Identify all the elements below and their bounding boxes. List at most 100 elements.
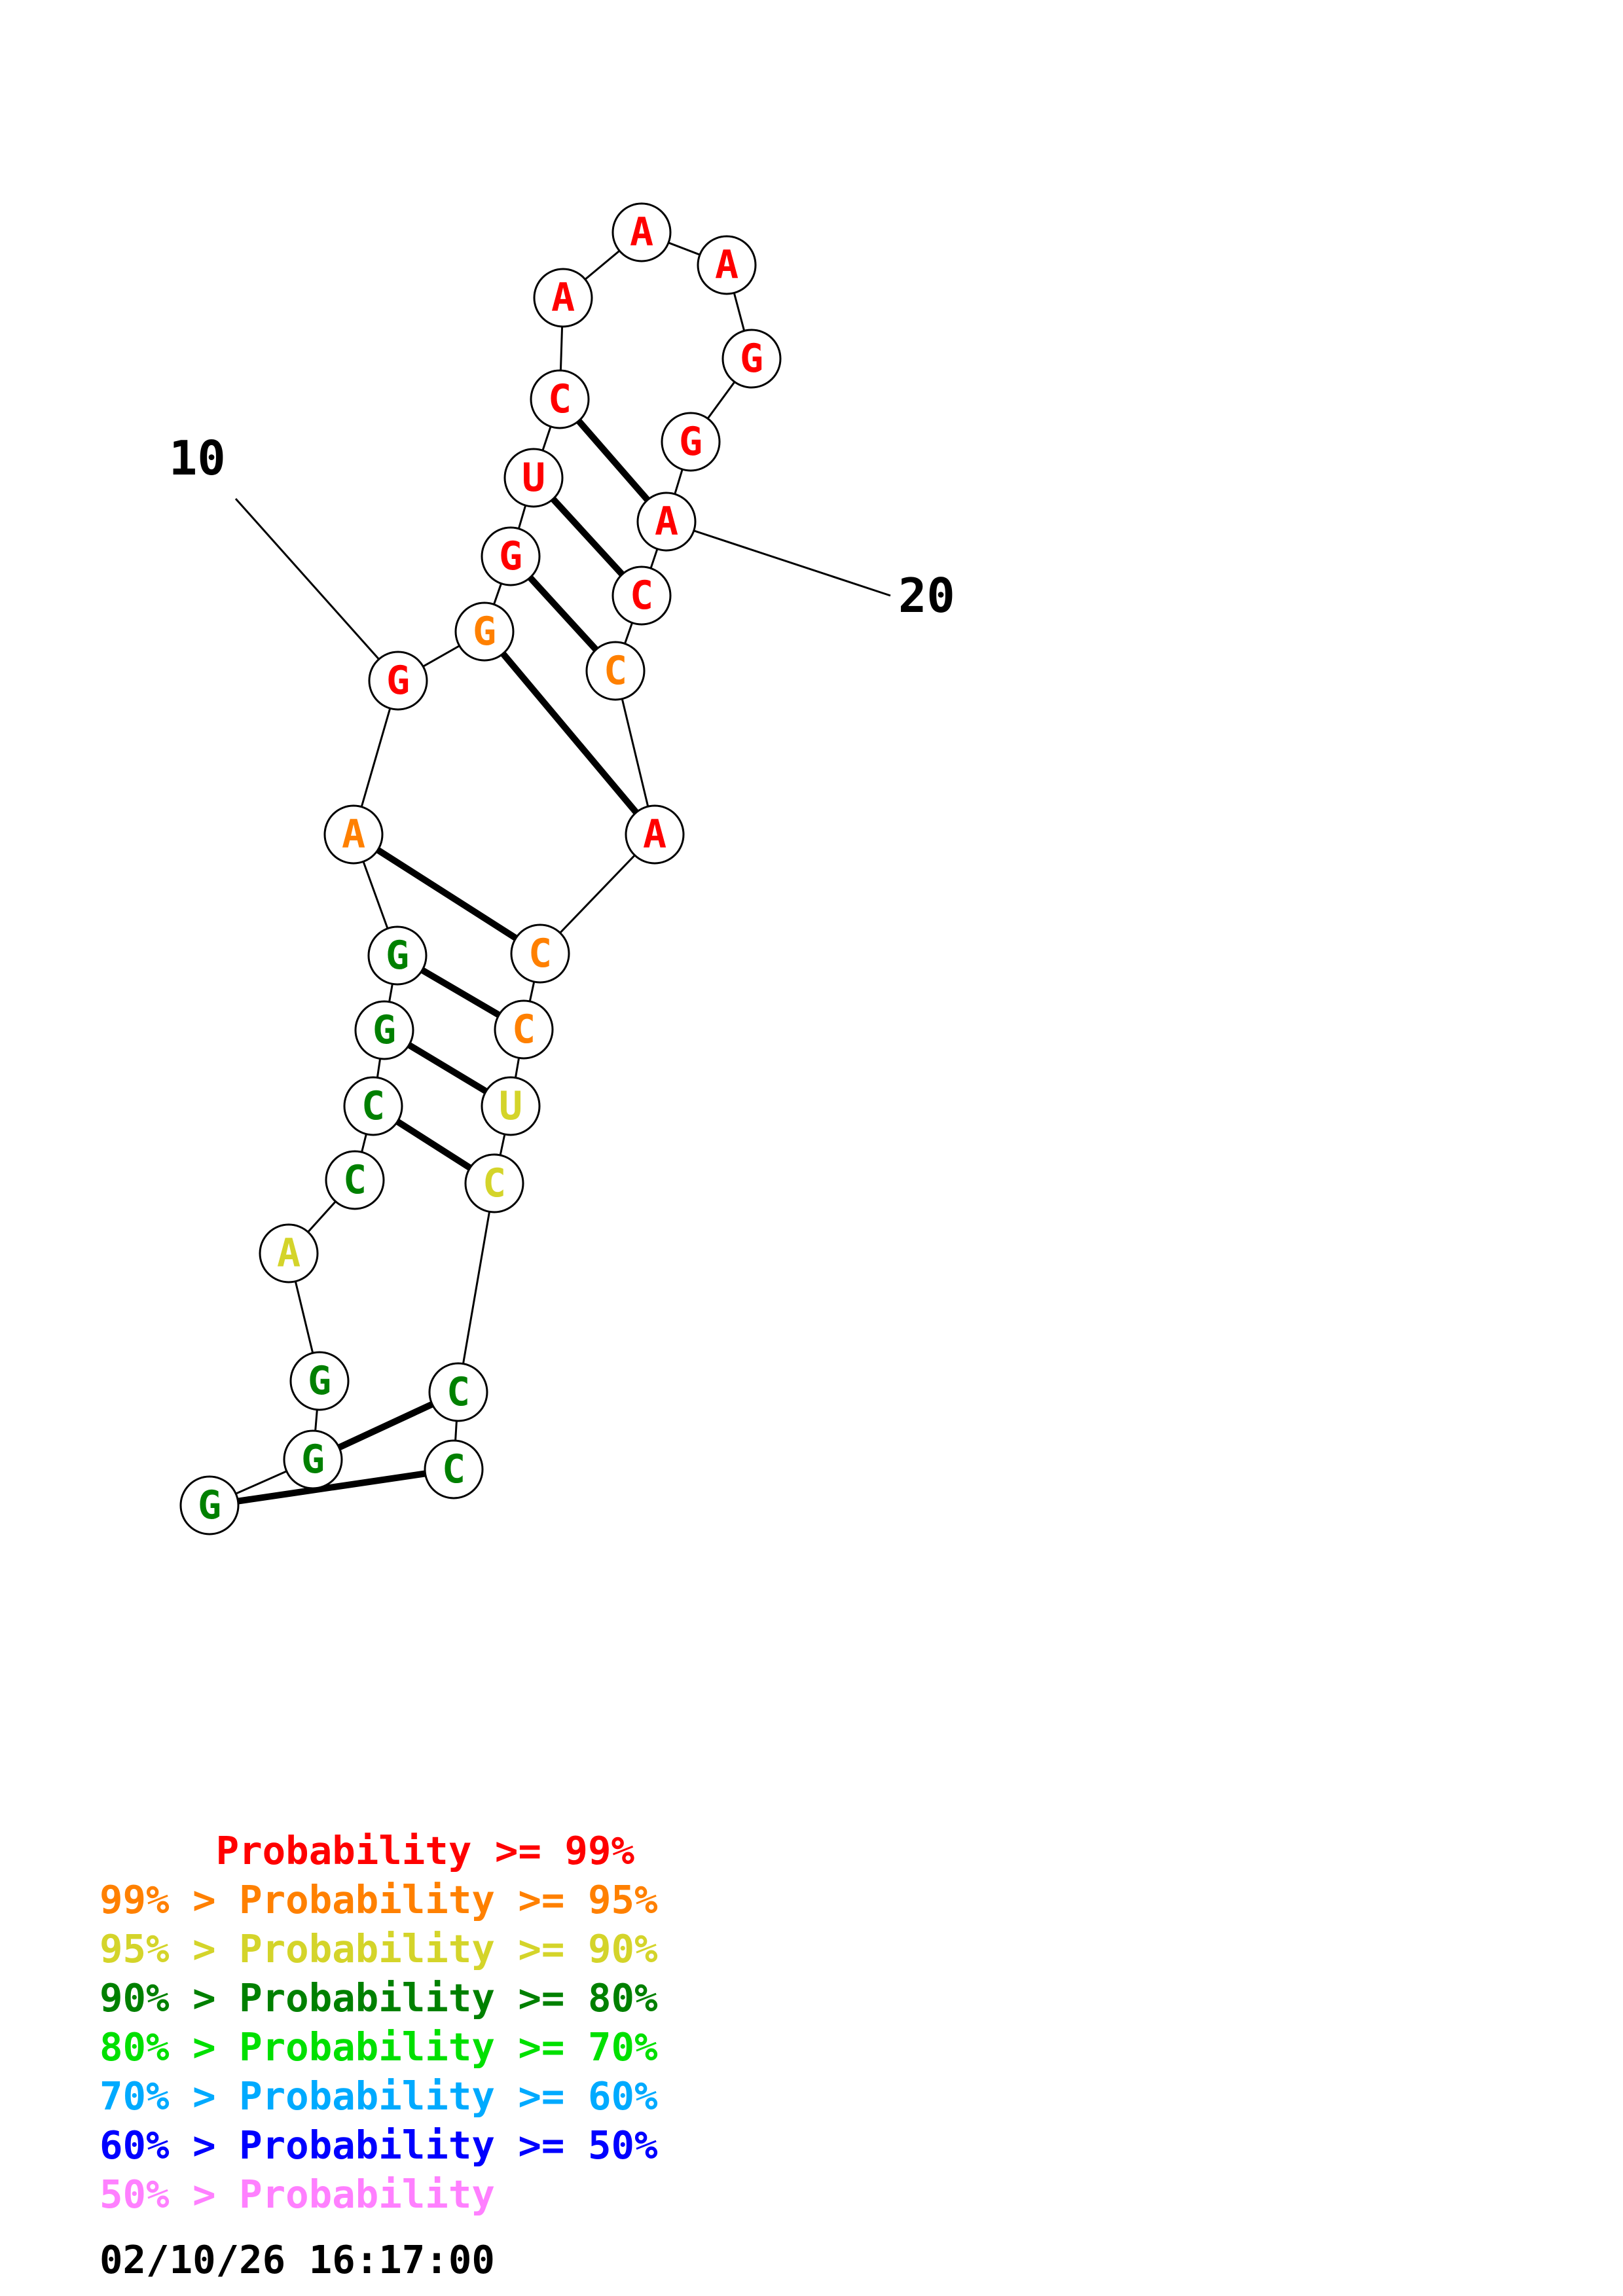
nucleotide-circle [367, 925, 428, 986]
nucleotide-circle [424, 1439, 484, 1499]
nucleotide-letter: C [343, 1157, 367, 1203]
nucleotide-circle [611, 202, 672, 262]
nucleotide: C [530, 369, 590, 429]
nucleotide-letter: G [386, 933, 409, 978]
nucleotide: G [481, 526, 541, 586]
nucleotide: A [611, 202, 672, 262]
number-leader-10 [234, 498, 399, 681]
nucleotide: C [510, 924, 570, 984]
nucleotide: G [354, 1000, 414, 1060]
nucleotide-letter: A [643, 812, 666, 857]
nucleotide-circle [428, 1362, 488, 1422]
nucleotide-letter: C [442, 1446, 465, 1492]
legend-entry: Probability >= 99% [100, 1828, 634, 1873]
nucleotide-letter: C [483, 1160, 506, 1206]
nucleotide: C [464, 1153, 524, 1213]
nucleotide-circle [323, 804, 384, 865]
nucleotide: C [343, 1076, 403, 1136]
nucleotide: G [289, 1351, 350, 1411]
nucleotide-circle [636, 492, 697, 552]
nucleotide: G [661, 412, 721, 472]
nucleotide: A [636, 492, 697, 552]
nucleotide-letter: G [386, 658, 410, 704]
number-leader-20 [666, 520, 891, 597]
nucleotide: G [454, 601, 515, 662]
nucleotide-circle [464, 1153, 524, 1213]
legend-entry: 80% > Probability >= 70% [100, 2024, 658, 2070]
nucleotide: G [367, 925, 428, 986]
nucleotide-letter: C [604, 648, 627, 694]
nucleotide: A [625, 804, 685, 865]
base-pair-bond [352, 831, 542, 957]
nucleotide-circle [481, 526, 541, 586]
nucleotide-circle [697, 235, 757, 295]
nucleotide-circle [494, 999, 554, 1060]
nucleotide: C [424, 1439, 484, 1499]
nucleotide: C [494, 999, 554, 1060]
nucleotide-circle [510, 924, 570, 984]
nucleotide-circle [259, 1223, 319, 1283]
position-label-10: 10 [169, 431, 226, 486]
nucleotide-letter: A [551, 275, 575, 321]
nucleotide-circle [530, 369, 590, 429]
nucleotide: A [323, 804, 384, 865]
base-pair-bond [209, 1466, 454, 1509]
legend-entry: 60% > Probability >= 50% [100, 2123, 658, 2168]
base-pair-bond [482, 629, 657, 837]
nucleotide-letter: A [655, 499, 678, 545]
nucleotide-letter: C [528, 931, 552, 977]
nucleotide-letter: G [740, 336, 763, 382]
nucleotide: G [283, 1429, 343, 1490]
nucleotide-circle [625, 804, 685, 865]
nucleotide: G [368, 651, 428, 711]
nucleotide: A [533, 268, 593, 328]
nucleotide-letter: G [308, 1358, 331, 1404]
nucleotide-letter: C [447, 1369, 470, 1415]
legend-entry: 50% > Probability [100, 2172, 495, 2217]
nucleotide-letter: A [342, 812, 365, 857]
nucleotide: C [585, 641, 646, 701]
nucleotide-letter: G [198, 1482, 221, 1528]
nucleotide: U [503, 448, 564, 508]
nucleotide: G [721, 329, 782, 389]
nucleotide: C [611, 565, 672, 626]
backbone-link [457, 1183, 496, 1393]
position-label-20: 20 [898, 568, 955, 623]
nucleotide: A [697, 235, 757, 295]
nucleotide-circle [179, 1475, 240, 1535]
legend-entry: 95% > Probability >= 90% [100, 1926, 658, 1971]
nucleotide-letter: C [630, 573, 653, 619]
nucleotide: A [259, 1223, 319, 1283]
nucleotide: C [325, 1150, 385, 1210]
nucleotide-circle [481, 1076, 541, 1136]
nucleotide-letter: A [630, 209, 653, 255]
nucleotide: C [428, 1362, 488, 1422]
nucleotide-circle [503, 448, 564, 508]
nucleotide-circle [611, 565, 672, 626]
nucleotide-letter: G [473, 609, 496, 655]
nucleotide-letter: C [361, 1083, 385, 1129]
nucleotide: G [179, 1475, 240, 1535]
nucleotide-circle [368, 651, 428, 711]
nucleotide-letter: C [548, 376, 572, 422]
legend-entry: 90% > Probability >= 80% [100, 1975, 658, 2020]
nucleotide-circle [454, 601, 515, 662]
nucleotide-circle [721, 329, 782, 389]
nucleotide-letter: U [522, 455, 545, 501]
nucleotide-circle [661, 412, 721, 472]
nucleotide-circle [533, 268, 593, 328]
nucleotide-letter: C [512, 1007, 536, 1052]
nucleotide-circle [343, 1076, 403, 1136]
nucleotide-circle [289, 1351, 350, 1411]
nucleotide-circle [283, 1429, 343, 1490]
nucleotide-letter: G [679, 419, 702, 465]
nucleotide-circle [325, 1150, 385, 1210]
nucleotide-letter: G [373, 1007, 396, 1053]
timestamp: 02/10/26 16:17:00 [100, 2237, 495, 2282]
probability-legend: Probability >= 99% 99% > Probability >= 9… [100, 1826, 658, 2219]
legend-entry: 70% > Probability >= 60% [100, 2073, 658, 2119]
nucleotide-letter: G [301, 1437, 325, 1482]
nucleotide-letter: A [715, 242, 739, 288]
nucleotide-letter: A [277, 1230, 301, 1276]
